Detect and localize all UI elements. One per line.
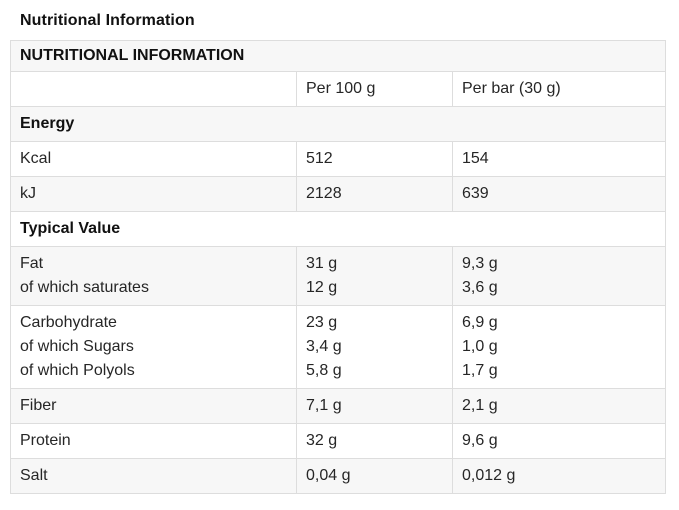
- cell-line: of which Polyols: [20, 362, 135, 379]
- nutrient-label-cell: Protein: [10, 423, 297, 459]
- section-row: Typical Value: [10, 211, 666, 247]
- table-row: Fat of which saturates 31 g 12 g 9,3 g 3,6 g: [10, 246, 666, 306]
- per-bar-value-cell: 2,1 g: [452, 388, 666, 424]
- page-title: Nutritional Information: [20, 12, 195, 29]
- column-header-per-100g: Per 100 g: [296, 71, 453, 107]
- table-header-row: NUTRITIONAL INFORMATION: [10, 40, 666, 72]
- cell-line: 3,4 g: [306, 338, 342, 355]
- section-row: Energy: [10, 106, 666, 142]
- table-header: NUTRITIONAL INFORMATION: [10, 40, 666, 72]
- table-row: Salt 0,04 g 0,012 g: [10, 458, 666, 494]
- cell-line: 0,04 g: [306, 467, 351, 484]
- per-bar-value-cell: 9,6 g: [452, 423, 666, 459]
- nutrition-table: NUTRITIONAL INFORMATION Per 100 g Per bar …: [10, 40, 666, 494]
- cell-line: 2128: [306, 185, 342, 202]
- cell-line: Carbohydrate: [20, 314, 117, 331]
- per-100g-value-cell: 23 g 3,4 g 5,8 g: [296, 305, 453, 389]
- cell-line: Kcal: [20, 150, 52, 167]
- per-100g-value-cell: 512: [296, 141, 453, 177]
- per-100g-value-cell: 2128: [296, 176, 453, 212]
- cell-line: Protein: [20, 432, 71, 449]
- column-header-per-bar: Per bar (30 g): [452, 71, 666, 107]
- cell-line: 3,6 g: [462, 279, 498, 296]
- nutrient-label-cell: Kcal: [10, 141, 297, 177]
- cell-line: 32 g: [306, 432, 338, 449]
- cell-line: 1,7 g: [462, 362, 498, 379]
- nutrient-label-cell: Salt: [10, 458, 297, 494]
- cell-line: 639: [462, 185, 489, 202]
- table-row: kJ 2128 639: [10, 176, 666, 212]
- per-100g-value-cell: 32 g: [296, 423, 453, 459]
- cell-line: of which saturates: [20, 279, 149, 296]
- cell-line: 0,012 g: [462, 467, 516, 484]
- cell-line: Fat: [20, 255, 44, 272]
- nutrient-label-cell: Carbohydrate of which Sugars of which Poly…: [10, 305, 297, 389]
- per-100g-value-cell: 31 g 12 g: [296, 246, 453, 306]
- nutrient-label-cell: Fat of which saturates: [10, 246, 297, 306]
- cell-line: 1,0 g: [462, 338, 498, 355]
- cell-line: 5,8 g: [306, 362, 342, 379]
- nutrient-label-cell: Fiber: [10, 388, 297, 424]
- cell-line: 23 g: [306, 314, 338, 331]
- table-row: Carbohydrate of which Sugars of which Poly…: [10, 305, 666, 389]
- column-header-row: Per 100 g Per bar (30 g): [10, 71, 666, 107]
- cell-line: kJ: [20, 185, 36, 202]
- per-bar-value-cell: 6,9 g 1,0 g 1,7 g: [452, 305, 666, 389]
- table-row: Fiber 7,1 g 2,1 g: [10, 388, 666, 424]
- cell-line: 2,1 g: [462, 397, 498, 414]
- cell-line: 6,9 g: [462, 314, 498, 331]
- cell-line: 154: [462, 150, 489, 167]
- nutrient-label-cell: kJ: [10, 176, 297, 212]
- cell-line: Fiber: [20, 397, 57, 414]
- table-row: Kcal 512 154: [10, 141, 666, 177]
- cell-line: 7,1 g: [306, 397, 342, 414]
- section-label: Energy: [10, 106, 666, 142]
- table-row: Protein 32 g 9,6 g: [10, 423, 666, 459]
- column-header-blank: [10, 71, 297, 107]
- section-label: Typical Value: [10, 211, 666, 247]
- cell-line: 31 g: [306, 255, 338, 272]
- cell-line: Salt: [20, 467, 48, 484]
- cell-line: 512: [306, 150, 333, 167]
- per-100g-value-cell: 0,04 g: [296, 458, 453, 494]
- per-bar-value-cell: 0,012 g: [452, 458, 666, 494]
- cell-line: 9,3 g: [462, 255, 498, 272]
- per-bar-value-cell: 639: [452, 176, 666, 212]
- per-bar-value-cell: 9,3 g 3,6 g: [452, 246, 666, 306]
- per-100g-value-cell: 7,1 g: [296, 388, 453, 424]
- cell-line: 12 g: [306, 279, 338, 296]
- cell-line: 9,6 g: [462, 432, 498, 449]
- cell-line: of which Sugars: [20, 338, 134, 355]
- per-bar-value-cell: 154: [452, 141, 666, 177]
